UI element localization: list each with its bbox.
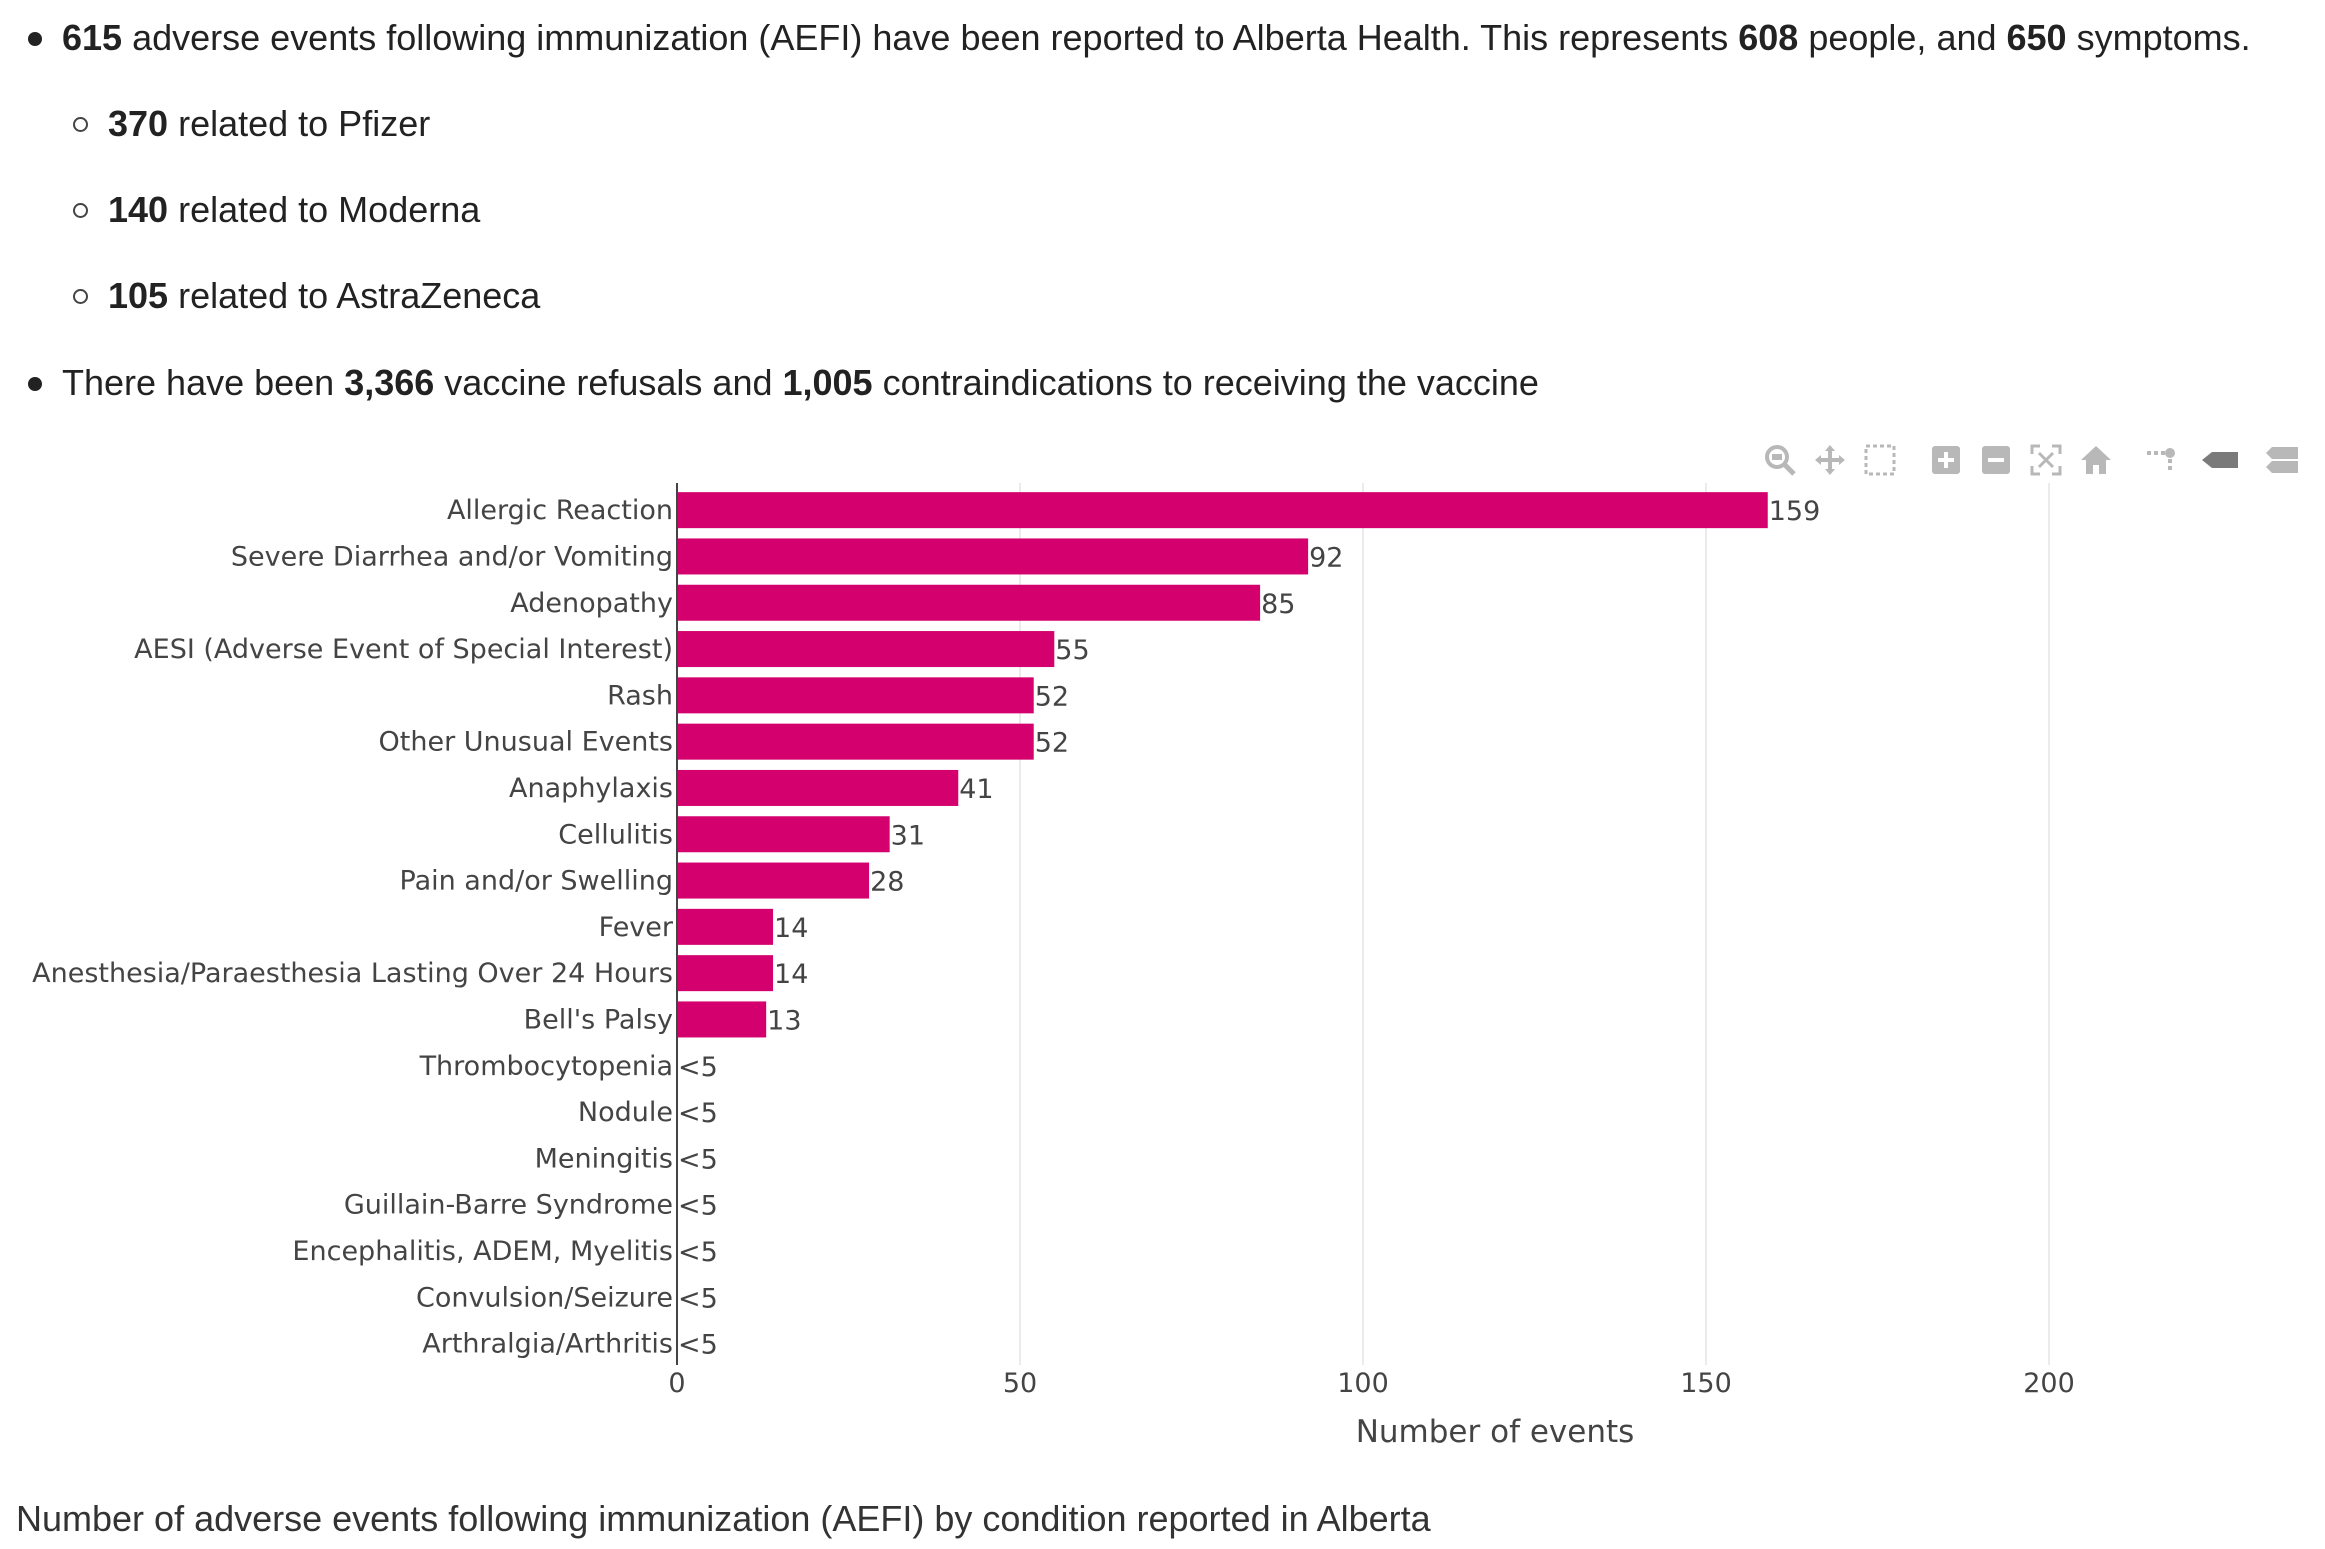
data-label: 14 <box>774 913 808 944</box>
data-label: <5 <box>678 1237 718 1268</box>
category-label: Rash <box>607 680 673 711</box>
pfizer-text: related to Pfizer <box>168 103 431 144</box>
category-label: Thrombocytopenia <box>419 1051 673 1082</box>
summary-text: There have been <box>62 362 345 403</box>
moderna-text: related to Moderna <box>168 189 481 230</box>
bar <box>677 492 1768 529</box>
x-tick-label: 100 <box>1337 1368 1389 1399</box>
moderna-line: 140 related to Moderna <box>108 188 480 232</box>
data-label: <5 <box>678 1283 718 1314</box>
x-axis-title: Number of events <box>1356 1414 1635 1450</box>
data-label: 92 <box>1309 542 1343 573</box>
data-label: 55 <box>1055 635 1089 666</box>
bar <box>677 908 774 945</box>
data-label: <5 <box>678 1098 718 1129</box>
data-label: <5 <box>678 1052 718 1083</box>
category-label: Pain and/or Swelling <box>400 866 674 897</box>
category-label: Anaphylaxis <box>509 773 673 804</box>
category-label: Adenopathy <box>510 588 673 619</box>
bar <box>677 677 1034 714</box>
chart-caption: Number of adverse events following immun… <box>16 1498 1431 1539</box>
chart-modebar <box>1760 440 2320 484</box>
category-label: Arthralgia/Arthritis <box>422 1329 673 1360</box>
category-label: Severe Diarrhea and/or Vomiting <box>231 541 673 572</box>
data-label: <5 <box>678 1191 718 1222</box>
bar <box>677 816 890 853</box>
bar <box>677 862 870 899</box>
data-label: <5 <box>678 1144 718 1175</box>
hover-closest-icon[interactable] <box>2200 440 2240 480</box>
zoom-out-icon[interactable] <box>1976 440 2016 480</box>
data-label: 52 <box>1035 681 1069 712</box>
pfizer-line: 370 related to Pfizer <box>108 102 430 146</box>
summary-text: vaccine refusals and <box>434 362 783 403</box>
category-label: Allergic Reaction <box>447 495 673 526</box>
box-select-icon[interactable] <box>1860 440 1900 480</box>
data-label: 31 <box>891 820 925 851</box>
contraindications-count: 1,005 <box>782 362 873 403</box>
data-label: 159 <box>1769 496 1821 527</box>
data-label: 52 <box>1035 728 1069 759</box>
data-label: 13 <box>767 1005 801 1036</box>
bullet-icon <box>28 32 42 46</box>
category-label: Guillain-Barre Syndrome <box>344 1190 673 1221</box>
category-label: Anesthesia/Paraesthesia Lasting Over 24 … <box>32 958 673 989</box>
summary-line-1: 615 adverse events following immunizatio… <box>62 16 2251 60</box>
category-label: Nodule <box>578 1097 673 1128</box>
pfizer-count: 370 <box>108 103 169 144</box>
sub-bullet-icon <box>73 289 88 304</box>
category-label: Meningitis <box>535 1143 673 1174</box>
spike-lines-icon[interactable] <box>2142 440 2182 480</box>
data-label: <5 <box>678 1330 718 1361</box>
sub-bullet-icon <box>73 203 88 218</box>
aefi-count: 615 <box>62 17 123 58</box>
summary-text: people, and <box>1798 17 2007 58</box>
data-label: 85 <box>1261 589 1295 620</box>
pan-icon[interactable] <box>1810 440 1850 480</box>
category-label: Bell's Palsy <box>524 1004 673 1035</box>
bar <box>677 584 1261 621</box>
zoom-icon[interactable] <box>1760 440 1800 480</box>
x-tick-label: 200 <box>2023 1368 2075 1399</box>
summary-text: contraindications to receiving the vacci… <box>872 362 1539 403</box>
bar <box>677 723 1034 760</box>
bar <box>677 1001 767 1038</box>
category-label: Fever <box>599 912 674 943</box>
sub-bullet-icon <box>73 117 88 132</box>
category-label: AESI (Adverse Event of Special Interest) <box>134 634 673 665</box>
bar <box>677 769 959 806</box>
data-label: 14 <box>774 959 808 990</box>
category-label: Convulsion/Seizure <box>416 1282 673 1313</box>
astrazeneca-count: 105 <box>108 275 169 316</box>
moderna-count: 140 <box>108 189 169 230</box>
summary-text: adverse events following immunization (A… <box>122 17 1739 58</box>
bar <box>677 538 1309 575</box>
x-tick-label: 150 <box>1680 1368 1732 1399</box>
category-label: Other Unusual Events <box>379 727 673 758</box>
summary-line-2: There have been 3,366 vaccine refusals a… <box>62 361 1539 405</box>
bullet-icon <box>28 377 42 391</box>
summary-text: symptoms. <box>2066 17 2251 58</box>
bar-chart: 0 50 100 150 200 Allergic Reaction 159 Severe D… <box>32 483 2075 1450</box>
astrazeneca-text: related to AstraZeneca <box>168 275 541 316</box>
bar <box>677 631 1055 668</box>
people-count: 608 <box>1738 17 1799 58</box>
symptoms-count: 650 <box>2006 17 2067 58</box>
hover-compare-icon[interactable] <box>2260 440 2300 480</box>
category-label: Encephalitis, ADEM, Myelitis <box>292 1236 673 1267</box>
zoom-in-icon[interactable] <box>1926 440 1966 480</box>
x-tick-label: 50 <box>1003 1368 1037 1399</box>
bar <box>677 955 774 992</box>
refusals-count: 3,366 <box>344 362 435 403</box>
category-label: Cellulitis <box>558 819 673 850</box>
x-tick-label: 0 <box>668 1368 685 1399</box>
autoscale-icon[interactable] <box>2026 440 2066 480</box>
data-label: 41 <box>959 774 993 805</box>
astrazeneca-line: 105 related to AstraZeneca <box>108 274 540 318</box>
reset-axes-icon[interactable] <box>2076 440 2116 480</box>
data-label: 28 <box>870 867 904 898</box>
